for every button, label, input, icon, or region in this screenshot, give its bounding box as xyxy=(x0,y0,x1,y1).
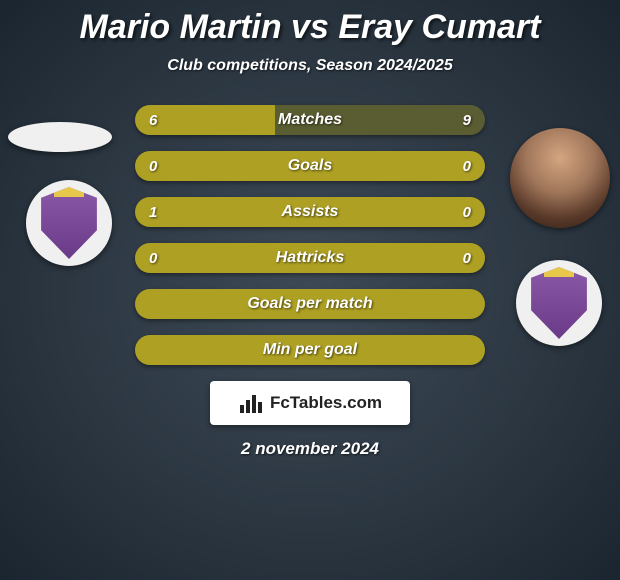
stat-row-assists: 1 Assists 0 xyxy=(135,197,485,227)
stat-label: Hattricks xyxy=(135,243,485,273)
stat-label: Goals per match xyxy=(135,289,485,319)
player2-club-logo xyxy=(516,260,602,346)
stat-label: Matches xyxy=(135,105,485,135)
stat-right-value: 0 xyxy=(463,151,471,181)
stat-right-value: 9 xyxy=(463,105,471,135)
stat-row-hattricks: 0 Hattricks 0 xyxy=(135,243,485,273)
stat-row-goals: 0 Goals 0 xyxy=(135,151,485,181)
comparison-subtitle: Club competitions, Season 2024/2025 xyxy=(0,57,620,75)
player2-avatar xyxy=(510,128,610,228)
player1-avatar xyxy=(8,122,112,152)
stat-row-matches: 6 Matches 9 xyxy=(135,105,485,135)
stat-row-min-per-goal: Min per goal xyxy=(135,335,485,365)
stat-label: Min per goal xyxy=(135,335,485,365)
source-name: FcTables.com xyxy=(270,393,382,413)
stat-label: Goals xyxy=(135,151,485,181)
player1-club-logo xyxy=(26,180,112,266)
stats-container: 6 Matches 9 0 Goals 0 1 Assists 0 0 Hatt… xyxy=(135,105,485,365)
stat-right-value: 0 xyxy=(463,197,471,227)
stat-row-goals-per-match: Goals per match xyxy=(135,289,485,319)
stat-label: Assists xyxy=(135,197,485,227)
bars-icon xyxy=(238,393,264,413)
source-logo: FcTables.com xyxy=(210,381,410,425)
comparison-title: Mario Martin vs Eray Cumart xyxy=(0,0,620,47)
stat-right-value: 0 xyxy=(463,243,471,273)
footer-date: 2 november 2024 xyxy=(0,439,620,459)
